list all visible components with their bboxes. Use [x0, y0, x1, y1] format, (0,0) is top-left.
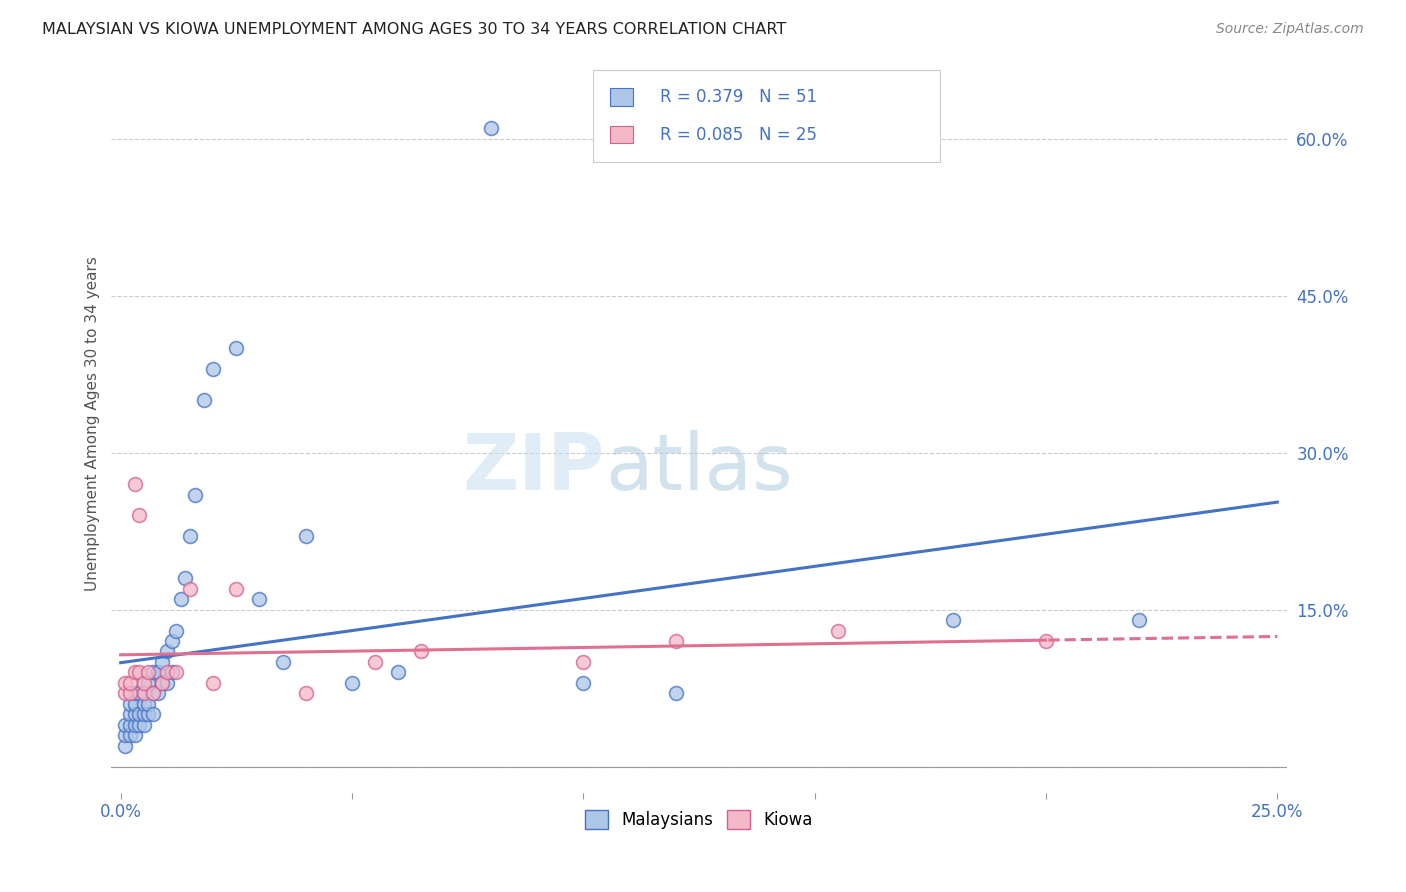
Point [156, 644, 179, 658]
Point [202, 675, 225, 690]
Point [179, 582, 201, 596]
Point [128, 707, 150, 722]
Point [165, 624, 187, 638]
Point [128, 717, 150, 731]
FancyBboxPatch shape [593, 70, 941, 162]
FancyBboxPatch shape [610, 126, 633, 144]
Point [572, 675, 595, 690]
Point [1035, 634, 1057, 648]
Point [827, 624, 849, 638]
Point [124, 697, 146, 711]
Point [142, 686, 165, 700]
Point [387, 665, 409, 680]
Point [128, 508, 150, 523]
Point [114, 686, 136, 700]
Legend: Malaysians, Kiowa: Malaysians, Kiowa [578, 804, 820, 836]
Point [146, 665, 169, 680]
Text: MALAYSIAN VS KIOWA UNEMPLOYMENT AMONG AGES 30 TO 34 YEARS CORRELATION CHART: MALAYSIAN VS KIOWA UNEMPLOYMENT AMONG AG… [42, 22, 786, 37]
Point [118, 728, 141, 742]
Text: R = 0.379   N = 51: R = 0.379 N = 51 [661, 88, 817, 106]
Point [411, 644, 433, 658]
Point [294, 529, 316, 543]
Point [124, 686, 146, 700]
Point [138, 697, 160, 711]
Point [118, 675, 141, 690]
Point [160, 665, 183, 680]
Point [124, 707, 146, 722]
Point [114, 739, 136, 753]
Point [156, 665, 179, 680]
Point [118, 717, 141, 731]
Point [572, 655, 595, 669]
Point [340, 675, 363, 690]
Point [118, 707, 141, 722]
Point [142, 686, 165, 700]
Point [114, 728, 136, 742]
Point [225, 341, 247, 355]
Point [479, 121, 502, 136]
Point [132, 675, 155, 690]
Point [114, 717, 136, 731]
Point [183, 487, 205, 501]
Point [142, 707, 165, 722]
FancyBboxPatch shape [610, 88, 633, 106]
Point [142, 665, 165, 680]
Point [170, 592, 193, 607]
Point [156, 675, 179, 690]
Point [179, 529, 201, 543]
Point [138, 665, 160, 680]
Point [165, 665, 187, 680]
Point [174, 571, 197, 585]
Point [150, 655, 173, 669]
Point [249, 592, 271, 607]
Point [132, 686, 155, 700]
Point [150, 675, 173, 690]
Point [128, 665, 150, 680]
Point [225, 582, 247, 596]
Point [132, 717, 155, 731]
Text: ZIP: ZIP [463, 430, 605, 506]
Point [665, 634, 688, 648]
Point [364, 655, 387, 669]
Point [132, 686, 155, 700]
Point [271, 655, 294, 669]
Point [118, 697, 141, 711]
Point [146, 686, 169, 700]
Y-axis label: Unemployment Among Ages 30 to 34 years: Unemployment Among Ages 30 to 34 years [86, 257, 100, 591]
Point [114, 675, 136, 690]
Text: atlas: atlas [605, 430, 793, 506]
Point [160, 634, 183, 648]
Point [202, 362, 225, 376]
Point [294, 686, 316, 700]
Point [193, 393, 215, 408]
Point [118, 686, 141, 700]
Point [128, 686, 150, 700]
Point [124, 717, 146, 731]
Point [124, 728, 146, 742]
Text: Source: ZipAtlas.com: Source: ZipAtlas.com [1216, 22, 1364, 37]
Point [665, 686, 688, 700]
Point [138, 675, 160, 690]
Point [150, 675, 173, 690]
Point [124, 477, 146, 491]
Text: R = 0.085   N = 25: R = 0.085 N = 25 [661, 126, 817, 144]
Point [124, 665, 146, 680]
Point [942, 613, 965, 627]
Point [138, 707, 160, 722]
Point [132, 697, 155, 711]
Point [132, 707, 155, 722]
Point [1128, 613, 1150, 627]
